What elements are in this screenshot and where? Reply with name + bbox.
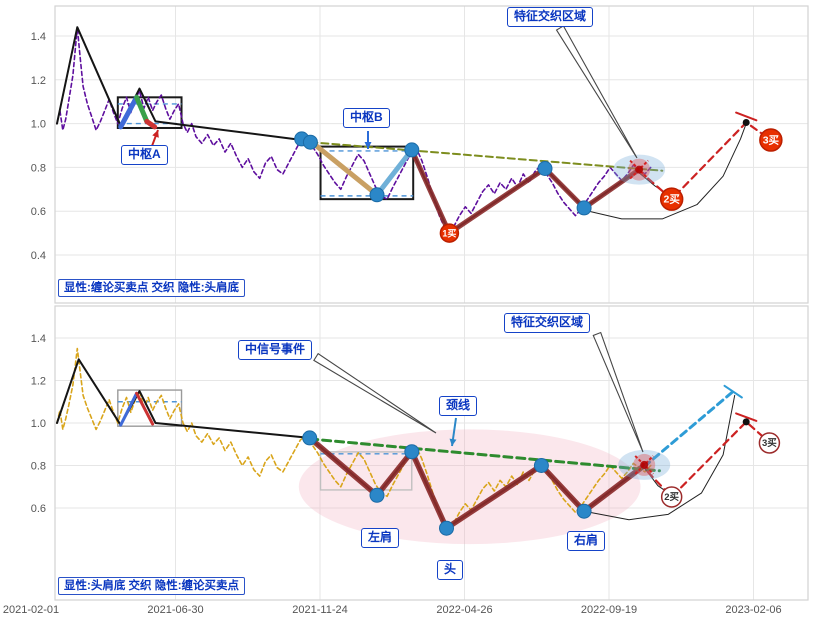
x-tick-label: 2023-02-06 bbox=[725, 604, 781, 616]
blue-end-tick bbox=[723, 384, 743, 399]
buy-point-label: 2买 bbox=[664, 492, 679, 503]
pivot-dot bbox=[533, 458, 549, 473]
caption-bottom: 显性:头肩底 交织 隐性:缠论买卖点 bbox=[58, 577, 246, 596]
x-tick-label: 2022-09-19 bbox=[581, 604, 637, 616]
pivot-zone-box bbox=[116, 96, 183, 129]
y-tick-label: 1.4 bbox=[31, 333, 46, 345]
pivot-dot bbox=[537, 161, 553, 176]
pivot-dot bbox=[404, 142, 420, 158]
buy-point-circle bbox=[439, 223, 460, 243]
projection-red-top bbox=[637, 121, 771, 201]
neckline-dashed bbox=[308, 437, 661, 473]
y-tick-label: 0.8 bbox=[31, 162, 46, 174]
pivot-a-peak-stroke bbox=[134, 94, 150, 124]
buy-point-label: 3买 bbox=[762, 438, 777, 449]
pivot-dot bbox=[404, 444, 420, 460]
pattern-highlight-ellipse bbox=[298, 429, 641, 545]
y-tick-label: 1.4 bbox=[31, 31, 46, 43]
panel-bg bbox=[55, 306, 808, 600]
arrow-head bbox=[364, 142, 372, 149]
pivot-dot bbox=[302, 430, 318, 446]
pivot-dot bbox=[439, 520, 454, 536]
y-tick-label: 1.0 bbox=[31, 119, 46, 131]
y-tick-label: 1.2 bbox=[31, 75, 46, 87]
panel-border bbox=[54, 5, 809, 304]
pivot-a-down-stroke-b bbox=[135, 391, 155, 426]
pivot-dot bbox=[369, 187, 385, 203]
x-tick-label: 2021-02-01 bbox=[3, 604, 59, 616]
buy-point-label: 2买 bbox=[664, 194, 681, 206]
buy-point-label: 3买 bbox=[763, 135, 780, 147]
pivot-a-up-stroke-b bbox=[119, 391, 139, 427]
feature-zone-label-bottom: 特征交织区域 bbox=[504, 313, 591, 333]
y-tick-label: 0.6 bbox=[31, 206, 46, 218]
buy-point-circle bbox=[759, 128, 783, 152]
right-shoulder-label: 右肩 bbox=[567, 531, 606, 551]
callout-arrow bbox=[313, 352, 437, 434]
arrow-head bbox=[449, 438, 457, 446]
y-tick-label: 0.4 bbox=[31, 250, 46, 262]
callout-arrow bbox=[555, 25, 638, 159]
y-tick-label: 0.8 bbox=[31, 461, 46, 473]
head-label: 头 bbox=[437, 560, 464, 580]
feature-zone-label-top: 特征交织区域 bbox=[507, 7, 594, 27]
buy-point-circle bbox=[660, 486, 683, 508]
pivot-a-down-stroke bbox=[144, 118, 158, 130]
pivot-dot bbox=[576, 503, 592, 519]
panel-bg bbox=[55, 6, 808, 303]
pivot-zone-box bbox=[319, 451, 413, 491]
caption-top: 显性:缠论买卖点 交织 隐性:头肩底 bbox=[58, 279, 246, 298]
target-tick-top bbox=[735, 111, 758, 122]
feature-zone-marker bbox=[618, 449, 671, 480]
target-tick-bottom bbox=[735, 412, 758, 422]
pivot-a-label: 中枢A bbox=[121, 145, 168, 165]
projection-red-bottom bbox=[646, 420, 770, 498]
feature-zone-marker bbox=[613, 154, 666, 185]
pivot-dot bbox=[302, 134, 318, 150]
target-dot bbox=[742, 119, 750, 126]
pivot-a-up-stroke bbox=[118, 94, 140, 130]
pivot-b-label: 中枢B bbox=[343, 108, 390, 128]
pivot-zone-box bbox=[117, 389, 183, 427]
x-tick-label: 2021-06-30 bbox=[147, 604, 203, 616]
pivot-dot bbox=[576, 200, 592, 216]
target-dot bbox=[742, 418, 750, 426]
projection-curve-top bbox=[583, 123, 747, 220]
callout-arrow bbox=[592, 331, 644, 453]
arrow-head bbox=[152, 130, 159, 138]
y-tick-label: 1.0 bbox=[31, 418, 46, 430]
panel-border bbox=[54, 305, 809, 601]
neckline-label: 颈线 bbox=[439, 396, 478, 416]
left-shoulder-label: 左肩 bbox=[361, 528, 400, 548]
x-tick-label: 2022-04-26 bbox=[436, 604, 492, 616]
x-tick-label: 2021-11-24 bbox=[292, 604, 347, 616]
pivot-dot bbox=[369, 487, 385, 503]
signal-event-label: 中信号事件 bbox=[238, 340, 313, 360]
y-tick-label: 0.6 bbox=[31, 503, 46, 515]
pivot-b-down-stroke bbox=[307, 138, 380, 198]
y-tick-label: 1.2 bbox=[31, 376, 46, 388]
buy-point-circle bbox=[758, 432, 781, 454]
buy-point-label: 1买 bbox=[442, 229, 456, 239]
pivot-b-up-stroke bbox=[374, 147, 415, 198]
projection-curve-bottom bbox=[583, 394, 736, 521]
trendline-olive bbox=[309, 141, 664, 172]
projection-blue bbox=[642, 388, 737, 469]
buy-point-circle bbox=[659, 187, 684, 211]
